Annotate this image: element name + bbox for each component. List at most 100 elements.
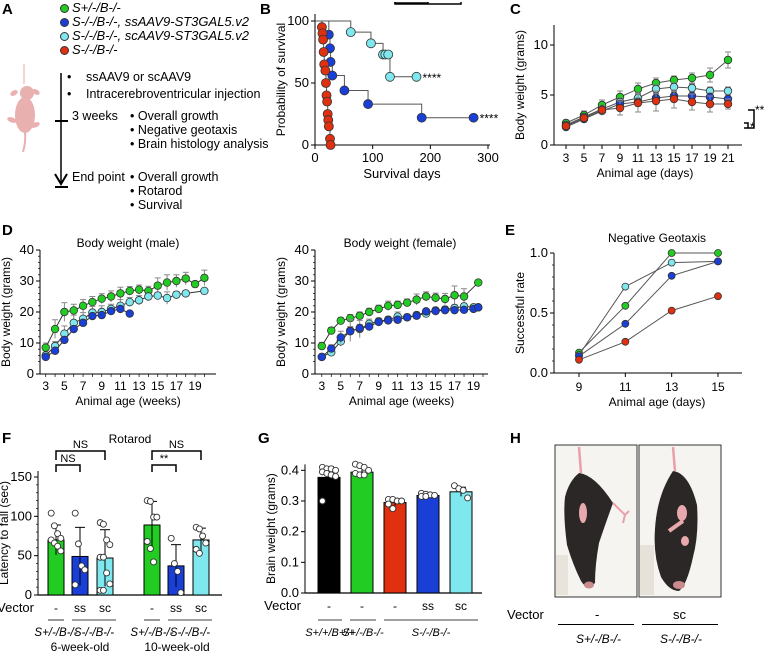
genotype-label: S-/-/B-/- <box>170 627 210 639</box>
mouse-pup-icon <box>7 64 40 153</box>
genotype-label: S-/-/B-/- <box>412 627 451 639</box>
row-label-vector: Vector <box>507 607 544 622</box>
y-axis-label: Brain weight (grams) <box>264 473 278 584</box>
significance-bracket <box>151 450 202 460</box>
dot-point <box>99 553 107 561</box>
data-point-ss <box>474 303 483 312</box>
significance-label: ** <box>755 103 764 117</box>
dot-point <box>365 466 373 474</box>
x-tick-label: 5 <box>581 151 588 165</box>
series-line-ko <box>578 295 719 361</box>
dot-point <box>398 497 406 505</box>
bar-wt <box>317 476 341 594</box>
data-point-ko <box>651 96 661 106</box>
data-point-sc <box>172 290 181 299</box>
significance-bracket <box>151 464 177 472</box>
x-tick-label: 17 <box>685 151 699 165</box>
dot-point <box>174 567 182 575</box>
x-axis-label: Animal age (weeks) <box>75 394 180 408</box>
genotype-label: S-/-/B-/- <box>660 632 702 646</box>
x-tick-label: 7 <box>80 379 87 393</box>
data-point-ko <box>667 306 676 315</box>
dot-point <box>389 505 397 513</box>
data-point-het <box>97 294 106 303</box>
survival-point-ko <box>318 34 328 45</box>
dot-point <box>150 558 158 566</box>
y-axis-label: Latency to fall (sec) <box>0 481 11 585</box>
y-axis-label: Body weight (grams) <box>274 257 288 367</box>
data-point-ss <box>365 322 374 331</box>
significance-label: * <box>409 0 414 3</box>
x-tick-label: 21 <box>721 151 735 165</box>
timeline-end-bullet: • Overall growth <box>130 170 219 184</box>
data-point-het <box>69 306 78 315</box>
data-point-ss <box>355 323 364 333</box>
legend-dot-ko <box>60 46 69 55</box>
legend-dot-het <box>60 4 69 13</box>
y-tick-label: 0.0 <box>530 365 548 380</box>
data-point-het <box>106 292 116 301</box>
survival-point-sc <box>366 38 376 49</box>
y-tick-label: 30 <box>20 273 34 288</box>
x-tick-label: 7 <box>599 151 606 165</box>
genotype-label: S+/-/B-/- <box>130 627 173 639</box>
x-axis-label: Animal age (days) <box>609 395 706 409</box>
data-point-het <box>355 311 364 320</box>
data-point-het <box>431 293 440 302</box>
bracket-small <box>744 122 749 129</box>
significance-bracket <box>394 2 462 5</box>
timeline-start-bullet: Intracerebroventricular injection <box>86 87 261 101</box>
dot-point <box>99 520 107 528</box>
row-label-vector: Vector <box>0 600 35 615</box>
y-tick-label: 40 <box>20 242 34 257</box>
survival-point-ss <box>363 99 373 109</box>
vector-label: - <box>595 607 600 622</box>
data-point-het <box>134 285 144 294</box>
x-tick-label: 13 <box>665 380 679 394</box>
genotype-underline <box>642 624 718 625</box>
dot-point <box>54 530 62 538</box>
data-point-ss <box>440 305 450 315</box>
data-point-ss <box>346 327 355 336</box>
dot-point <box>106 580 114 588</box>
x-tick-label: 300 <box>477 150 499 165</box>
dot-point <box>459 486 467 494</box>
y-tick-label: 0.2 <box>281 524 299 539</box>
data-point-ko <box>575 355 583 364</box>
data-point-ko <box>687 97 697 107</box>
dot-point <box>195 525 203 533</box>
data-point-ss <box>402 313 412 322</box>
y-tick-label: 100 <box>287 13 309 28</box>
dot-point <box>360 471 368 479</box>
row-label-vector: Vector <box>264 598 302 613</box>
data-point-sc <box>667 258 676 267</box>
significance-label: ** <box>423 0 433 4</box>
x-tick-label: 13 <box>649 151 663 165</box>
data-point-het <box>450 291 459 300</box>
series-line-ko <box>565 98 728 127</box>
x-tick-label: 9 <box>576 380 583 394</box>
chart-title: Body weight (male) <box>77 236 180 250</box>
data-point-sc <box>134 296 144 305</box>
x-tick-label: 200 <box>419 150 441 165</box>
series-line-sc <box>565 86 728 126</box>
legend-label-het: S+/-/B-/- <box>72 0 121 15</box>
data-point-het <box>78 301 88 310</box>
x-tick-label: 11 <box>632 151 645 165</box>
survival-point-sc <box>411 71 422 82</box>
vector-label: sc <box>195 601 207 615</box>
chart-title: Body weight (female) <box>344 236 457 250</box>
timeline-mid-bullet: • Overall growth <box>130 109 219 123</box>
vector-label: sc <box>673 607 686 622</box>
y-tick-label: 20 <box>20 304 34 319</box>
data-point-ss <box>667 271 676 280</box>
x-tick-label: 15 <box>429 379 443 393</box>
significance-bracket <box>55 450 106 460</box>
y-tick-label: 0 <box>25 587 32 602</box>
data-point-ss <box>393 315 402 324</box>
data-point-het <box>200 273 209 283</box>
